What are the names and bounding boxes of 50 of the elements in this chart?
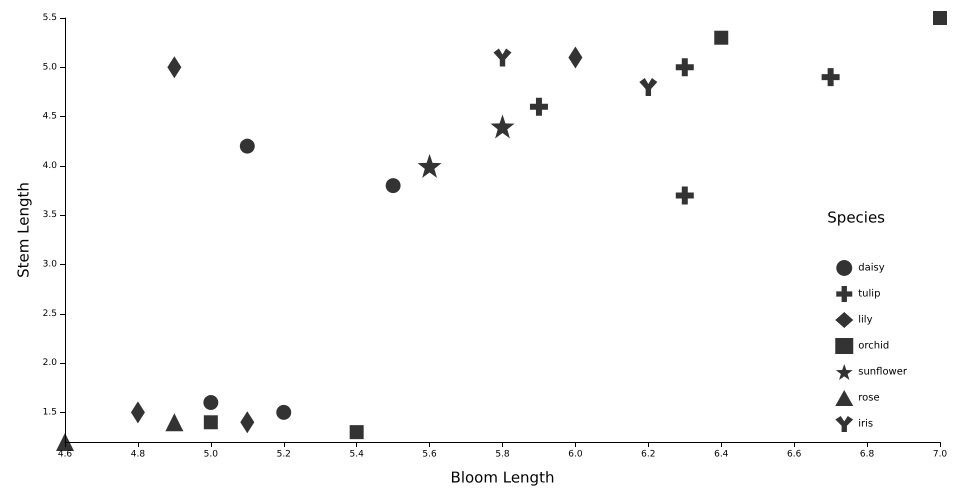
x-tick-label: 6.4 [714, 450, 729, 460]
point [386, 178, 401, 194]
y-tick-label: 4.5 [42, 112, 57, 122]
point [530, 98, 548, 116]
x-tick-label: 6.8 [860, 450, 875, 460]
legend-label: lily [858, 314, 873, 326]
y-tick-label: 1.5 [42, 407, 57, 418]
x-tick-label: 5.8 [495, 450, 510, 460]
point [676, 58, 694, 76]
x-tick-label: 4.8 [130, 450, 146, 460]
y-tick-label: 5.5 [42, 13, 57, 23]
x-tick-label: 5.0 [204, 450, 218, 460]
point [676, 186, 694, 204]
x-tick-label: 5.6 [422, 450, 438, 460]
y-tick-label: 2.5 [42, 308, 57, 319]
x-tick-label: 5.2 [276, 450, 291, 460]
point [276, 404, 292, 420]
x-tick-label: 7.0 [932, 450, 948, 460]
point [494, 48, 512, 66]
legend-label: rose [858, 392, 880, 404]
x-tick-label: 5.4 [350, 450, 364, 460]
y-tick-label: 5.0 [42, 62, 58, 72]
legend-title: Species [827, 208, 886, 226]
legend-label: iris [858, 418, 874, 430]
point [350, 425, 364, 440]
x-tick-label: 6.2 [641, 450, 656, 460]
point [822, 68, 840, 86]
point [204, 415, 218, 430]
x-tick-label: 6.0 [568, 450, 583, 460]
point [418, 154, 442, 178]
y-axis-title: Stem Length [14, 182, 32, 278]
point [203, 395, 218, 410]
point [639, 78, 658, 96]
point [56, 433, 74, 451]
legend-label: daisy [858, 262, 885, 274]
legend-label: orchid [858, 340, 890, 352]
point [714, 30, 728, 45]
y-tick-label: 3.5 [42, 210, 57, 220]
x-tick-label: 4.6 [58, 450, 72, 460]
point [165, 413, 184, 432]
x-tick-label: 6.6 [787, 450, 802, 460]
legend-label: sunflower [858, 366, 908, 378]
x-axis-title: Bloom Length [450, 468, 554, 486]
point [240, 138, 255, 154]
y-tick-label: 4.0 [42, 160, 58, 171]
point [490, 114, 514, 138]
y-tick-label: 3.0 [42, 260, 58, 270]
point [933, 11, 947, 25]
y-tick-label: 2.0 [42, 358, 58, 368]
legend-label: tulip [858, 288, 880, 300]
